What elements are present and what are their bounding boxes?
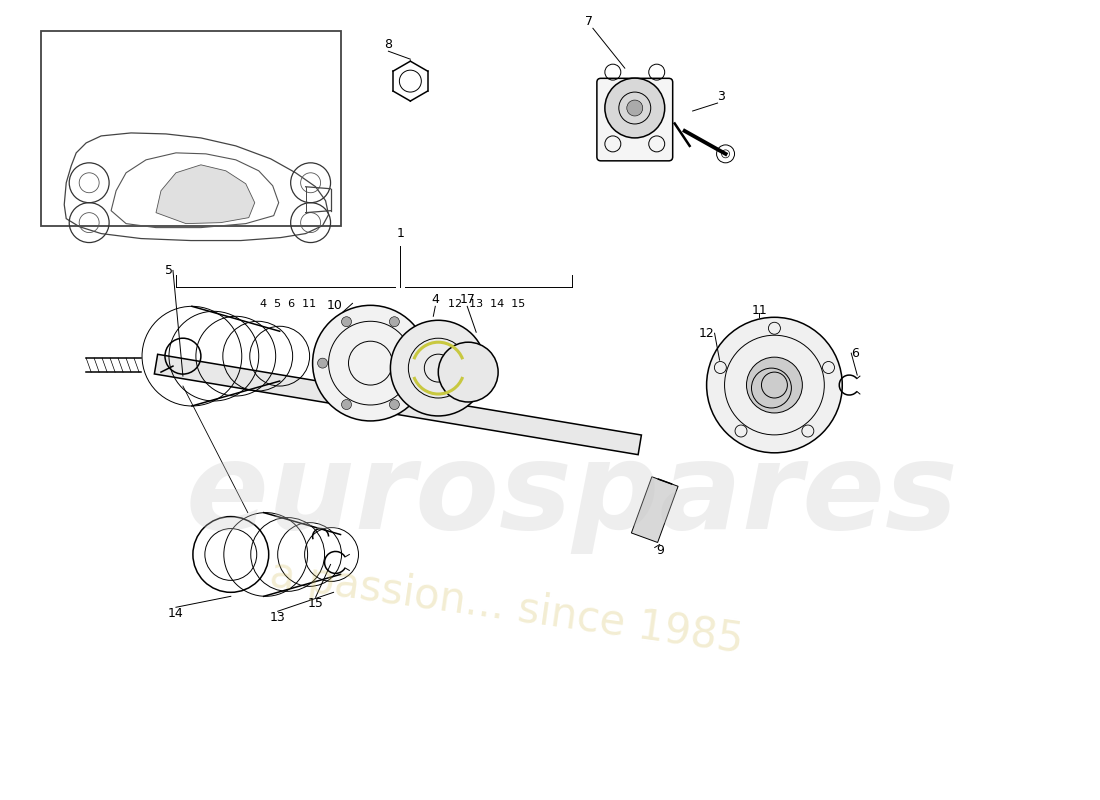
Text: 14: 14 xyxy=(168,607,184,620)
Text: 4: 4 xyxy=(431,294,439,306)
Text: 7: 7 xyxy=(585,15,593,28)
Circle shape xyxy=(627,100,642,116)
Text: a passion... since 1985: a passion... since 1985 xyxy=(266,554,746,662)
Polygon shape xyxy=(154,354,641,454)
Text: 12  13  14  15: 12 13 14 15 xyxy=(448,299,525,310)
Text: 12: 12 xyxy=(698,326,715,340)
Text: 4  5  6  11: 4 5 6 11 xyxy=(260,299,316,310)
Circle shape xyxy=(390,320,486,416)
Text: 8: 8 xyxy=(384,38,393,51)
Text: 13: 13 xyxy=(270,611,286,624)
Circle shape xyxy=(318,358,328,368)
Circle shape xyxy=(341,399,352,410)
Text: 15: 15 xyxy=(308,598,323,610)
FancyBboxPatch shape xyxy=(597,78,673,161)
Polygon shape xyxy=(631,477,678,542)
Text: 11: 11 xyxy=(751,304,768,318)
Circle shape xyxy=(389,317,399,326)
Text: eurospares: eurospares xyxy=(186,437,958,554)
Text: 10: 10 xyxy=(327,299,342,312)
Text: 3: 3 xyxy=(717,90,726,103)
Circle shape xyxy=(414,358,424,368)
Circle shape xyxy=(605,78,664,138)
Text: 9: 9 xyxy=(656,545,663,558)
Text: 6: 6 xyxy=(851,346,859,360)
Text: 17: 17 xyxy=(460,294,475,306)
Bar xyxy=(42,31,341,226)
Circle shape xyxy=(438,342,498,402)
Circle shape xyxy=(389,399,399,410)
Circle shape xyxy=(706,318,843,453)
Polygon shape xyxy=(156,165,255,224)
Text: 1: 1 xyxy=(396,226,405,239)
Text: 5: 5 xyxy=(165,264,173,277)
Circle shape xyxy=(312,306,428,421)
Circle shape xyxy=(747,357,802,413)
Circle shape xyxy=(341,317,352,326)
